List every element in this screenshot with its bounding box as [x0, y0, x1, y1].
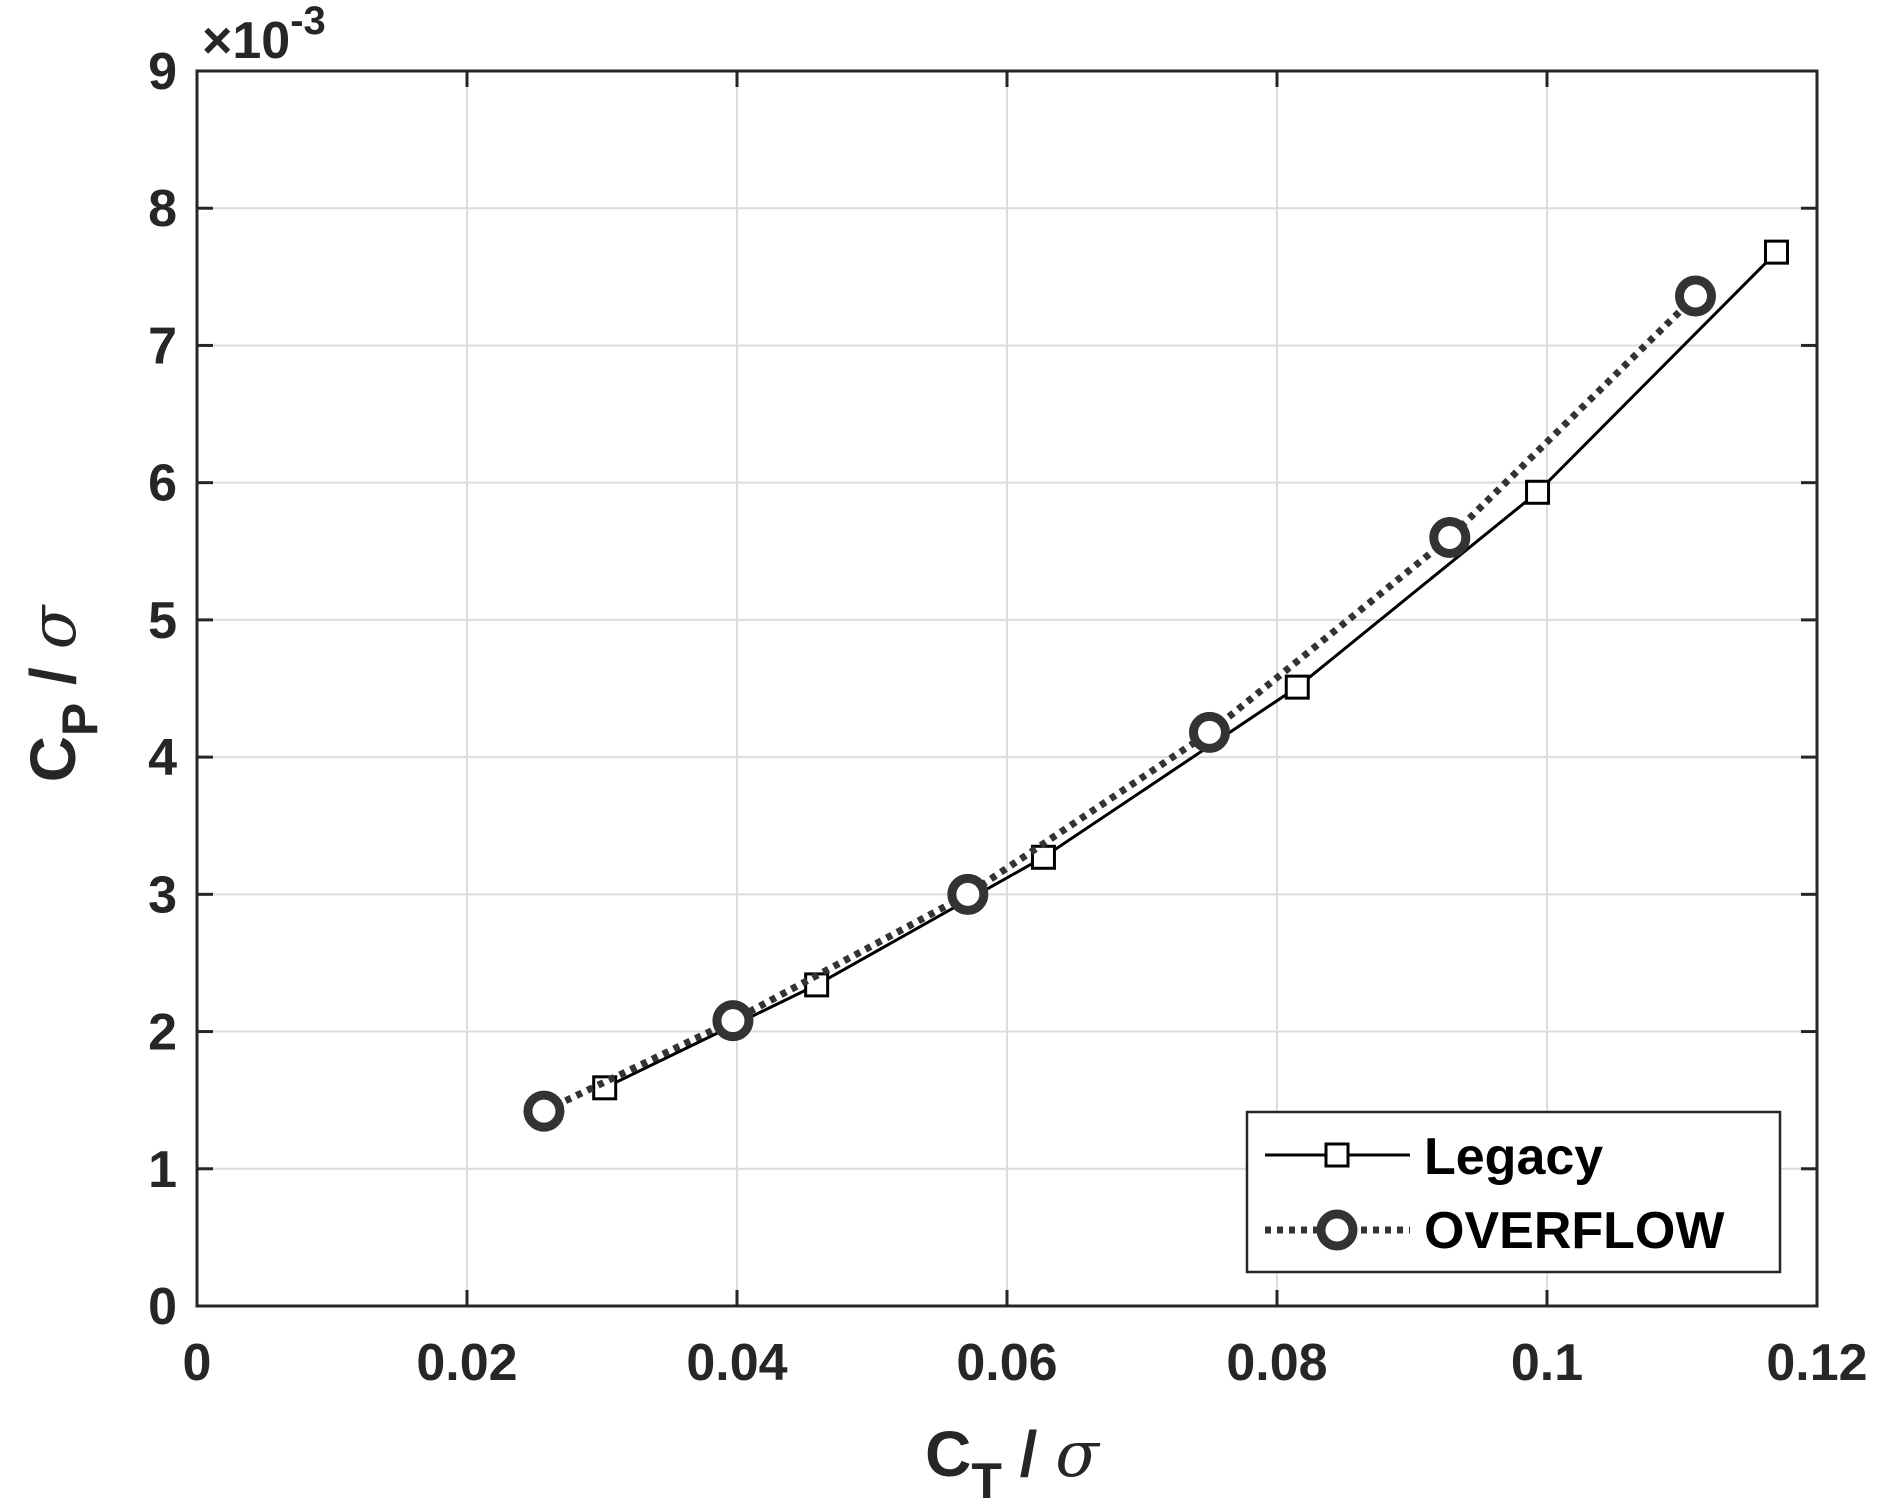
x-axis-label: CT / σ [925, 1418, 1101, 1504]
data-point-overflow [947, 873, 989, 915]
x-tick-label: 0.04 [686, 1334, 787, 1392]
y-tick-label: 6 [148, 455, 177, 513]
series-line-overflow [542, 293, 1698, 1115]
legend-label-legacy: Legacy [1424, 1128, 1603, 1186]
data-point-overflow [523, 1090, 565, 1132]
y-tick-label: 5 [148, 592, 177, 650]
y-exponent-power: -3 [290, 0, 326, 43]
x-tick-label: 0 [183, 1334, 212, 1392]
x-axis-label-main: C [925, 1418, 971, 1490]
legend: Legacy OVERFLOW [1245, 1110, 1782, 1274]
y-axis-label-symbol: σ [17, 603, 91, 649]
series-layer [523, 239, 1789, 1132]
series-legacy [592, 239, 1789, 1101]
x-tick-label: 0.1 [1511, 1334, 1583, 1392]
x-tick-label: 0.06 [956, 1334, 1057, 1392]
series-line-legacy [604, 251, 1778, 1090]
x-axis-label-symbol: σ [1055, 1418, 1101, 1492]
data-point-overflow [1189, 711, 1230, 753]
x-axis-label-sub: T [971, 1453, 1002, 1504]
y-tick-label: 2 [148, 1004, 177, 1062]
y-tick-label: 0 [148, 1278, 177, 1336]
y-tick-label: 4 [148, 729, 177, 787]
series-overflow [523, 275, 1716, 1132]
legend-entry-overflow: OVERFLOW [1265, 1202, 1725, 1260]
x-tick-label: 0.02 [416, 1334, 517, 1392]
y-tick-label: 8 [148, 180, 177, 238]
legend-entry-legacy: Legacy [1265, 1128, 1603, 1186]
data-point-overflow [1429, 517, 1471, 559]
data-point-legacy [1764, 239, 1789, 265]
y-axis-label: CP / σ [17, 603, 108, 782]
y-exponent-label: ×10-3 [202, 0, 326, 70]
y-exponent-prefix: ×10 [202, 12, 290, 70]
y-tick-label: 1 [148, 1141, 177, 1199]
legend-marker-overflow [1316, 1209, 1358, 1251]
y-axis-label-sub: P [52, 703, 108, 736]
axis-ticks: 0 0.02 0.04 0.06 0.08 0.1 0.12 0 1 2 3 4 5 6 7 8 9 [148, 43, 1868, 1392]
legend-marker-legacy [1324, 1142, 1350, 1168]
x-tick-label: 0.12 [1766, 1334, 1867, 1392]
legend-label-overflow: OVERFLOW [1424, 1202, 1725, 1260]
x-tick-label: 0.08 [1226, 1334, 1327, 1392]
data-point-legacy [1284, 674, 1310, 700]
y-axis-label-main: C [17, 736, 89, 782]
y-tick-label: 3 [148, 866, 177, 924]
y-axis-label-rest: / [17, 649, 89, 702]
data-point-overflow [712, 1000, 754, 1042]
data-point-legacy [1525, 479, 1551, 505]
y-tick-label: 7 [148, 317, 177, 375]
x-axis-label-rest: / [1002, 1418, 1055, 1490]
y-tick-label: 9 [148, 43, 177, 101]
data-point-overflow [1675, 275, 1716, 317]
